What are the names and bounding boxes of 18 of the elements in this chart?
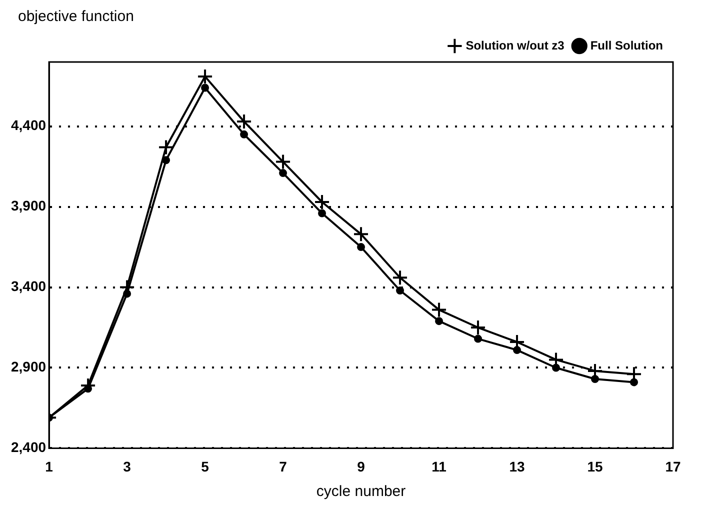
y-tick-label: 3,900 [10, 198, 46, 214]
x-axis-title: cycle number [316, 483, 406, 500]
y-tick-label: 4,400 [10, 117, 46, 134]
x-tick-label: 7 [279, 458, 288, 474]
x-tick-label: 1 [45, 458, 54, 474]
x-tick-label: 15 [587, 458, 603, 474]
x-tick-label: 3 [123, 458, 132, 474]
y-axis-title: objective function [18, 8, 135, 27]
x-tick-label: 9 [357, 458, 366, 474]
y-tick-label: 2,900 [10, 358, 46, 375]
x-tick-label: 11 [432, 458, 447, 474]
x-tick-label: 13 [509, 458, 526, 474]
legend-label: Full Solution [590, 38, 664, 52]
x-tick-label: 17 [665, 458, 681, 474]
y-tick-label: 2,400 [10, 439, 46, 456]
legend-label: Solution w/out z3 [466, 38, 565, 52]
x-tick-label: 5 [201, 458, 210, 474]
y-tick-label: 3,400 [10, 278, 46, 294]
